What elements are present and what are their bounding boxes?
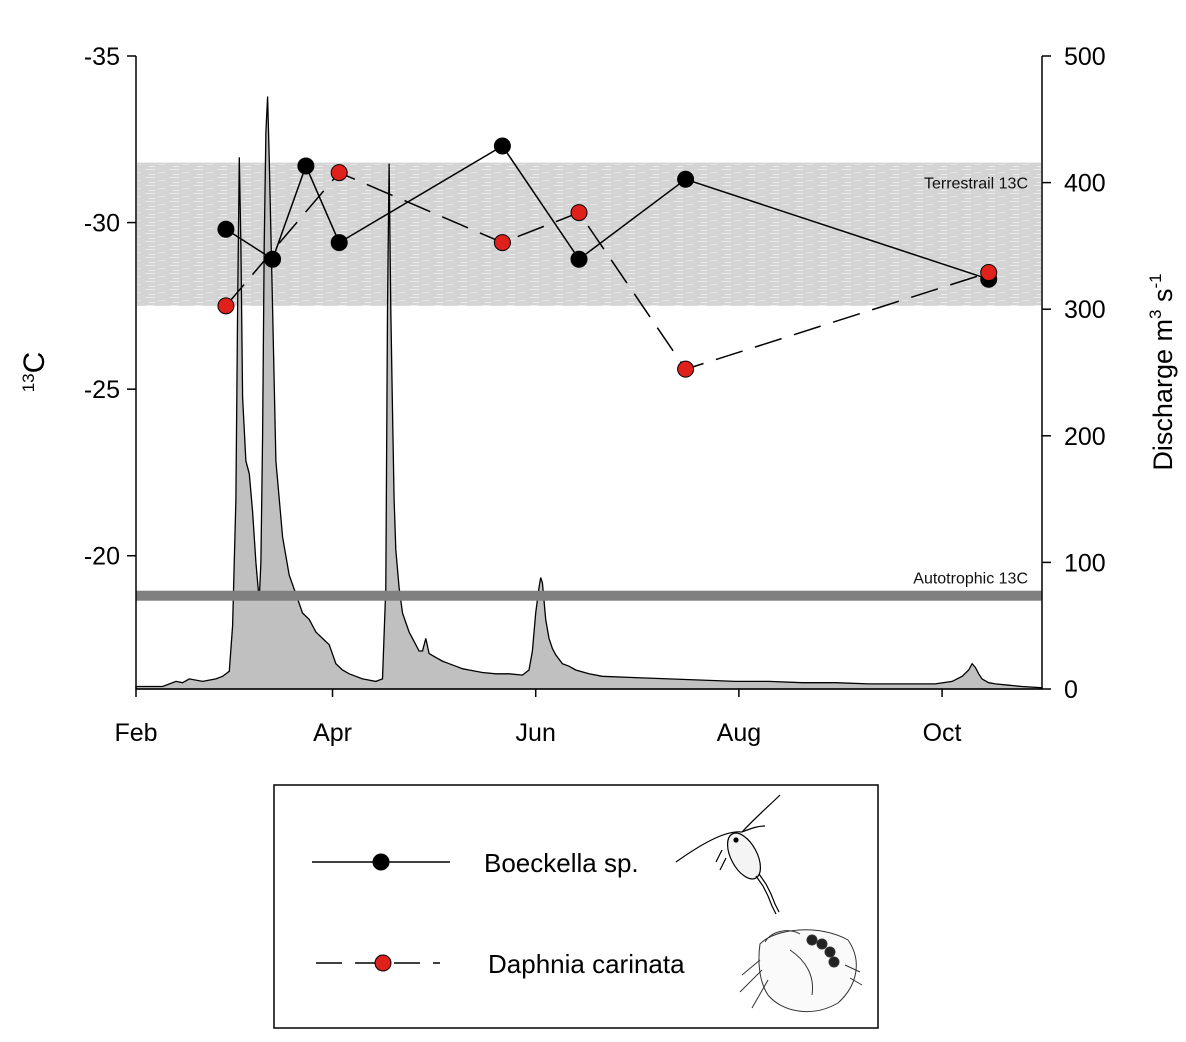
y-right-tick-label: 100 [1064,549,1106,577]
y-left-axis-title: 13C [18,352,51,393]
x-tick-label: Jun [516,719,556,747]
boeckella-point-2 [297,157,315,175]
daphnia-point-0 [217,297,235,315]
y-left-tick-label: -30 [84,210,120,238]
discharge-area [135,96,1043,690]
boeckella-point-0 [217,220,235,238]
x-tick-label: Feb [114,719,157,747]
y-right-tick-label: 300 [1064,296,1106,324]
y-right-tick-label: 0 [1064,676,1078,704]
y-left-tick-label: -35 [84,43,120,71]
terrestrial-band-label: Terrestrail 13C [924,176,1028,193]
legend-marker-boeckella [372,853,390,871]
x-tick-label: Apr [313,719,352,747]
y-left-tick-label: -25 [84,376,120,404]
series-lines [225,144,989,371]
daphnia-point-2 [493,234,511,252]
boeckella-point-6 [677,170,695,188]
series-points [217,137,998,378]
boeckella-point-1 [264,250,282,268]
daphnia-illustration-icon [739,929,863,1013]
daphnia-point-4 [677,360,695,378]
x-tick-label: Oct [923,719,962,747]
legend-marker-daphnia [374,954,392,972]
series-line-boeckella [225,144,989,280]
axes: -35 -30 -25 -20 0 100 200 300 400 500 Feb Apr Jun Aug… [84,43,1106,747]
daphnia-point-1 [330,164,348,182]
boeckella-point-5 [570,250,588,268]
autotrophic-band-label: Autotrophic 13C [913,571,1028,588]
legend-label-boeckella: Boeckella sp. [484,848,639,878]
boeckella-point-3 [330,234,348,252]
y-left-tick-label: -20 [84,543,120,571]
y-right-tick-label: 500 [1064,43,1106,71]
series-line-daphnia [225,171,989,371]
x-tick-label: Aug [717,719,761,747]
boeckella-point-4 [493,137,511,155]
legend-label-daphnia: Daphnia carinata [488,949,685,979]
autotrophic-band [136,590,1042,601]
y-right-tick-label: 200 [1064,423,1106,451]
legend: Boeckella sp. Daphnia carinata [273,784,879,1029]
y-right-tick-label: 400 [1064,170,1106,198]
daphnia-point-5 [980,264,998,282]
y-right-axis-title: Discharge m3 s-1 [1146,273,1178,470]
copepod-illustration-icon [675,794,781,915]
daphnia-point-3 [570,204,588,222]
